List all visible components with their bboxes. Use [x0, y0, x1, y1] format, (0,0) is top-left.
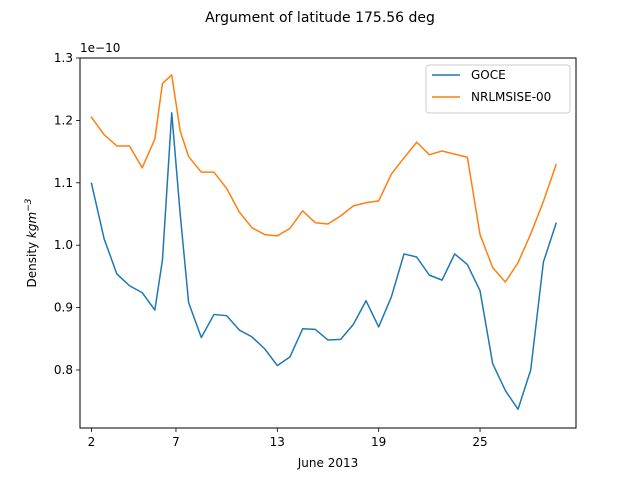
y-tick-label: 1.1 [54, 176, 73, 190]
y-tick-label: 0.9 [54, 301, 73, 315]
series-layer [90, 74, 558, 411]
y-tick-label: 1.3 [54, 51, 73, 65]
y-axis-offset-text: 1e−10 [80, 41, 120, 55]
y-tick-label: 1.0 [54, 238, 73, 252]
y-tick-label: 0.8 [54, 363, 73, 377]
axes-frame [79, 57, 577, 429]
x-tick-label: 7 [172, 435, 180, 449]
series-line-nrlmsise-00 [90, 74, 558, 283]
legend-label-nrlmsise: NRLMSISE-00 [471, 90, 551, 104]
legend: GOCE NRLMSISE-00 [425, 64, 571, 114]
legend-label-goce: GOCE [471, 68, 506, 82]
series-line-goce [90, 112, 558, 411]
y-axis-label: Density kgm−3 [24, 198, 39, 287]
x-tick-label: 25 [472, 435, 487, 449]
x-tick-label: 13 [270, 435, 285, 449]
x-tick-label: 19 [371, 435, 386, 449]
legend-box [425, 64, 571, 114]
y-axis-label-exponent: −3 [24, 198, 34, 212]
y-axis-label-main: Density [25, 238, 39, 287]
x-axis-label: June 2013 [297, 456, 359, 470]
x-axis-ticks: 2 7 13 19 25 [88, 428, 488, 449]
x-tick-label: 2 [88, 435, 96, 449]
y-tick-label: 1.2 [54, 113, 73, 127]
figure-title: Argument of latitude 175.56 deg [205, 10, 435, 26]
plot-area: 2 7 13 19 25 0.8 0.9 1.0 1.1 1.2 1.3 [54, 51, 577, 449]
y-axis-ticks: 0.8 0.9 1.0 1.1 1.2 1.3 [54, 51, 80, 377]
y-axis-label-unit: kgm [25, 212, 39, 238]
